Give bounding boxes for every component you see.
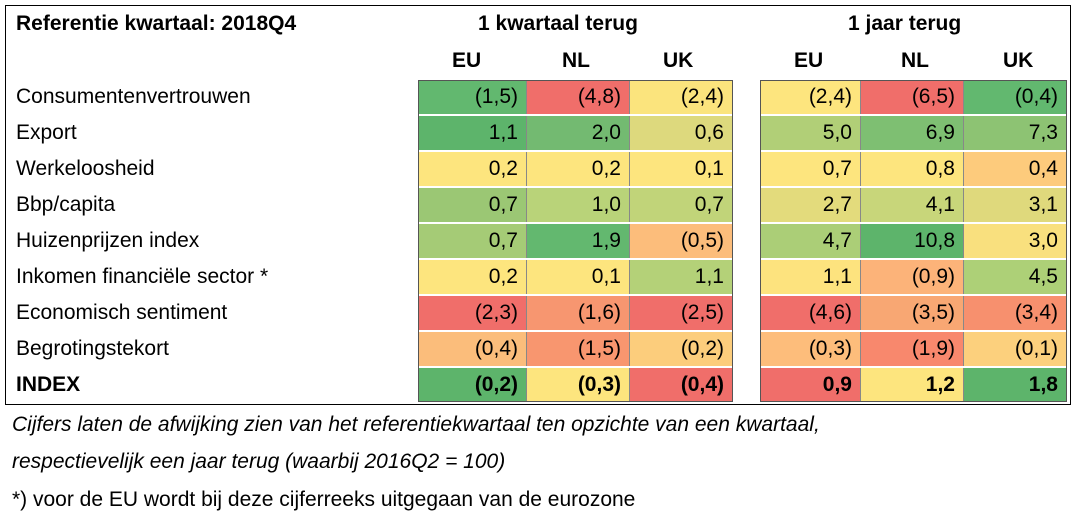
cell-uk-year: 3,0 bbox=[964, 224, 1067, 258]
cell-nl-quarter: 0,2 bbox=[527, 152, 630, 186]
cell-uk-year: 3,1 bbox=[964, 188, 1067, 222]
cell-eu-year: (4,6) bbox=[760, 296, 861, 330]
cell-uk-quarter: (2,4) bbox=[630, 80, 733, 114]
cell-eu-quarter: 1,1 bbox=[418, 116, 527, 150]
cell-uk-year: (0,1) bbox=[964, 332, 1067, 366]
cell-nl-year: 10,8 bbox=[861, 224, 964, 258]
group-header-year: 1 jaar terug bbox=[848, 12, 962, 35]
cell-uk-year: (3,4) bbox=[964, 296, 1067, 330]
cell-eu-year: 4,7 bbox=[760, 224, 861, 258]
cell-eu-quarter: 0,2 bbox=[418, 260, 527, 294]
cell-uk-quarter: (0,4) bbox=[630, 368, 733, 402]
table-title: Referentie kwartaal: 2018Q4 bbox=[16, 12, 297, 35]
note-line-1: Cijfers laten de afwijking zien van het … bbox=[12, 413, 820, 436]
col-header-uk-year: UK bbox=[1003, 49, 1034, 72]
col-header-uk-quarter: UK bbox=[663, 49, 694, 72]
cell-eu-year: 1,1 bbox=[760, 260, 861, 294]
cell-nl-quarter: (4,8) bbox=[527, 80, 630, 114]
row-label: Werkeloosheid bbox=[16, 157, 155, 180]
cell-nl-quarter: (0,3) bbox=[527, 368, 630, 402]
row-label: Inkomen financiële sector * bbox=[16, 265, 269, 288]
row-label: Export bbox=[16, 121, 77, 144]
cell-nl-quarter: 1,0 bbox=[527, 188, 630, 222]
group-header-quarter: 1 kwartaal terug bbox=[478, 12, 638, 35]
cell-eu-quarter: 0,2 bbox=[418, 152, 527, 186]
cell-uk-quarter: (2,5) bbox=[630, 296, 733, 330]
row-label: INDEX bbox=[16, 373, 81, 396]
col-header-nl-year: NL bbox=[901, 49, 929, 72]
cell-uk-year: 1,8 bbox=[964, 368, 1067, 402]
cell-uk-year: (0,4) bbox=[964, 80, 1067, 114]
cell-uk-quarter: 1,1 bbox=[630, 260, 733, 294]
cell-nl-year: (6,5) bbox=[861, 80, 964, 114]
cell-eu-quarter: 0,7 bbox=[418, 188, 527, 222]
cell-nl-quarter: (1,5) bbox=[527, 332, 630, 366]
cell-nl-quarter: 0,1 bbox=[527, 260, 630, 294]
col-header-nl-quarter: NL bbox=[562, 49, 590, 72]
cell-uk-year: 4,5 bbox=[964, 260, 1067, 294]
cell-nl-year: (1,9) bbox=[861, 332, 964, 366]
note-line-2: respectievelijk een jaar terug (waarbij … bbox=[12, 450, 506, 473]
cell-uk-quarter: (0,5) bbox=[630, 224, 733, 258]
cell-uk-quarter: (0,2) bbox=[630, 332, 733, 366]
cell-eu-quarter: (0,2) bbox=[418, 368, 527, 402]
cell-uk-quarter: 0,7 bbox=[630, 188, 733, 222]
cell-eu-quarter: (2,3) bbox=[418, 296, 527, 330]
cell-eu-year: (2,4) bbox=[760, 80, 861, 114]
table-frame bbox=[5, 5, 1071, 405]
row-label: Begrotingstekort bbox=[16, 337, 169, 360]
cell-eu-quarter: (0,4) bbox=[418, 332, 527, 366]
col-header-eu-year: EU bbox=[794, 49, 824, 72]
row-label: Huizenprijzen index bbox=[16, 229, 200, 252]
cell-eu-year: (0,3) bbox=[760, 332, 861, 366]
row-label: Bbp/capita bbox=[16, 193, 116, 216]
row-label: Economisch sentiment bbox=[16, 301, 228, 324]
row-label: Consumentenvertrouwen bbox=[16, 85, 251, 108]
col-header-eu-quarter: EU bbox=[452, 49, 482, 72]
cell-uk-quarter: 0,1 bbox=[630, 152, 733, 186]
cell-nl-quarter: 1,9 bbox=[527, 224, 630, 258]
cell-nl-year: 4,1 bbox=[861, 188, 964, 222]
cell-nl-year: 0,8 bbox=[861, 152, 964, 186]
cell-nl-quarter: (1,6) bbox=[527, 296, 630, 330]
cell-eu-year: 5,0 bbox=[760, 116, 861, 150]
cell-eu-year: 2,7 bbox=[760, 188, 861, 222]
cell-nl-year: (0,9) bbox=[861, 260, 964, 294]
cell-nl-year: 6,9 bbox=[861, 116, 964, 150]
footnote: *) voor de EU wordt bij deze cijferreeks… bbox=[12, 488, 636, 511]
cell-eu-year: 0,9 bbox=[760, 368, 861, 402]
cell-nl-year: 1,2 bbox=[861, 368, 964, 402]
cell-uk-quarter: 0,6 bbox=[630, 116, 733, 150]
cell-uk-year: 7,3 bbox=[964, 116, 1067, 150]
cell-nl-quarter: 2,0 bbox=[527, 116, 630, 150]
cell-nl-year: (3,5) bbox=[861, 296, 964, 330]
cell-eu-year: 0,7 bbox=[760, 152, 861, 186]
cell-eu-quarter: (1,5) bbox=[418, 80, 527, 114]
cell-uk-year: 0,4 bbox=[964, 152, 1067, 186]
cell-eu-quarter: 0,7 bbox=[418, 224, 527, 258]
